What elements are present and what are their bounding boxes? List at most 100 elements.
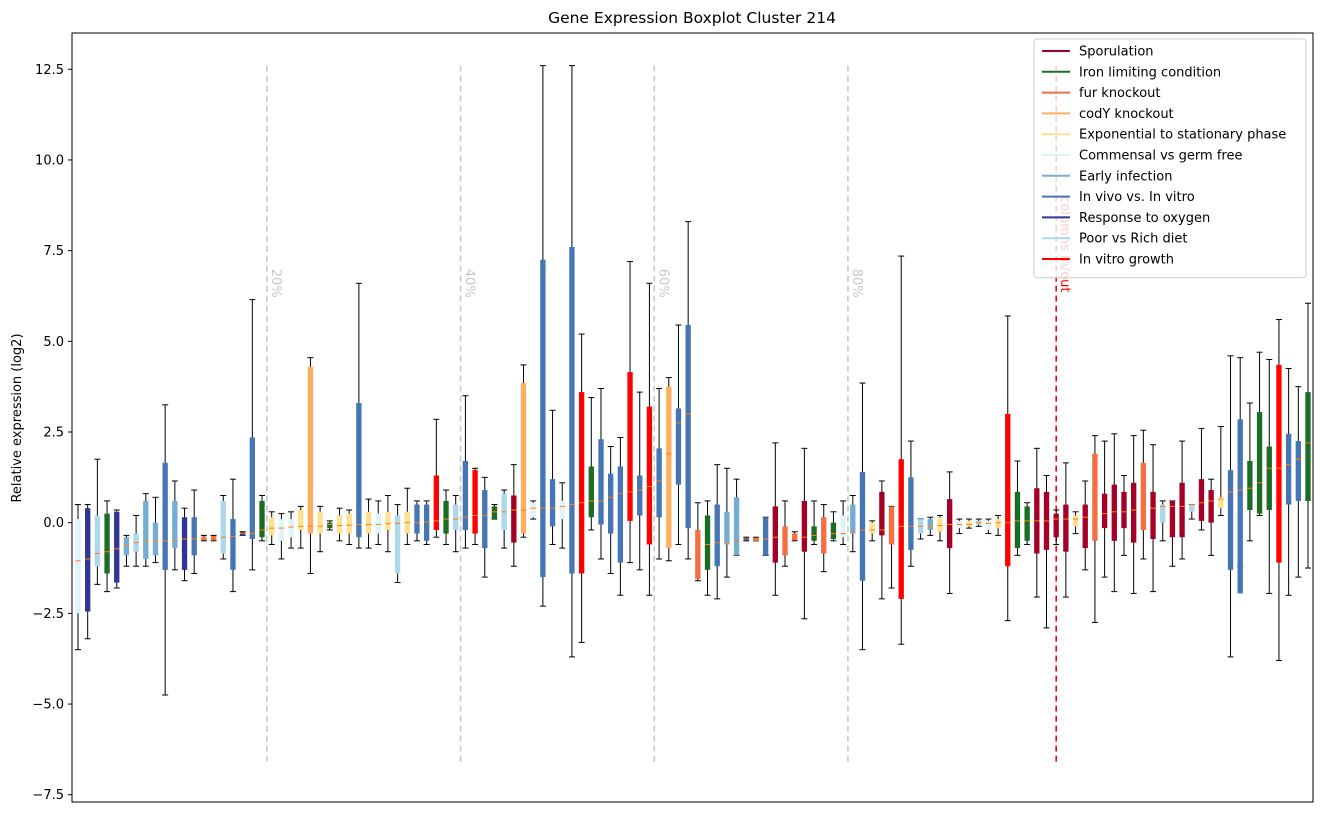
box-group [985,518,992,535]
box [1266,446,1272,510]
box-group [1208,478,1215,556]
box-group [1024,502,1031,545]
box [1140,462,1147,530]
box [1082,504,1088,549]
box [1305,392,1311,501]
box-group [75,504,81,651]
box [733,497,740,556]
box [685,325,691,529]
legend-item: In vivo vs. In vitro [1042,190,1195,205]
box [1198,479,1205,521]
legend-label: Poor vs Rich diet [1079,232,1187,247]
box-group [946,471,953,594]
legend-item: Iron limiting condition [1042,65,1221,80]
box-group [288,511,295,549]
y-tick-label: 12.5 [35,63,64,78]
box-group [229,478,236,593]
box-group [656,387,663,560]
percentile-label: 60% [655,269,670,298]
box-group [1159,500,1166,542]
box [1121,491,1127,529]
box [278,519,285,541]
box-group [675,324,682,545]
box [482,490,488,549]
box [104,513,110,574]
legend-label: Commensal vs germ free [1079,149,1242,164]
box-group [249,299,256,571]
legend-item: Exponential to stationary phase [1042,128,1286,143]
box [298,509,304,530]
box [317,511,323,534]
box [1111,484,1117,541]
box-group [559,482,566,549]
box [491,506,498,520]
box [656,448,662,518]
box-group [820,504,827,573]
box-group [627,261,634,564]
box-group [326,520,333,531]
box [1160,504,1166,523]
box [1169,500,1176,538]
box-group [936,514,943,542]
box-group [617,436,624,596]
box [966,520,972,527]
box [578,392,585,574]
box [762,517,769,556]
box-group [772,442,779,596]
box [704,515,711,570]
box-group [355,282,362,549]
box-group [462,395,469,549]
box [1024,506,1030,541]
box [821,517,827,554]
box-group [501,489,508,549]
box-group [443,489,450,545]
box-group [762,516,769,556]
box [1247,461,1253,510]
box [927,519,933,530]
box [94,515,101,567]
box [365,511,372,534]
legend-label: codY knockout [1079,107,1174,122]
box-group [995,514,1002,536]
box-group [1295,386,1302,578]
box-group [1266,358,1273,594]
box-group [704,500,711,596]
box-group [152,496,159,564]
box [840,515,846,538]
legend-item: codY knockout [1042,107,1174,122]
box-group [975,518,982,527]
box-group [365,498,372,549]
box [1053,513,1059,538]
legend: Sporulation Iron limiting condition fur kn… [1033,38,1307,279]
box [1072,515,1079,527]
box-group [394,504,401,584]
boxes [75,65,1311,696]
box-group [113,509,120,589]
box [230,519,236,570]
legend-label: Early infection [1079,169,1172,184]
box-group [1179,440,1186,560]
box [336,515,343,534]
legend-item: In vitro growth [1042,253,1174,268]
box-group [510,464,517,567]
box-group [171,480,178,571]
box-group [752,536,759,542]
y-tick-label: 0.0 [43,516,64,531]
box-group [743,536,750,542]
box-group [1188,504,1195,520]
box [714,504,720,567]
box [249,437,255,540]
box [559,500,565,520]
box-group [1237,357,1244,594]
y-tick-label: 2.5 [43,426,64,441]
box-group [346,509,353,545]
box-group [336,507,343,542]
box [1189,504,1195,512]
box-group [1285,368,1292,596]
box [346,513,352,534]
box [1092,453,1098,541]
box-group [1198,427,1205,531]
box-group [791,531,798,542]
legend-label: In vitro growth [1079,253,1174,268]
legend-item: fur knockout [1042,86,1161,101]
